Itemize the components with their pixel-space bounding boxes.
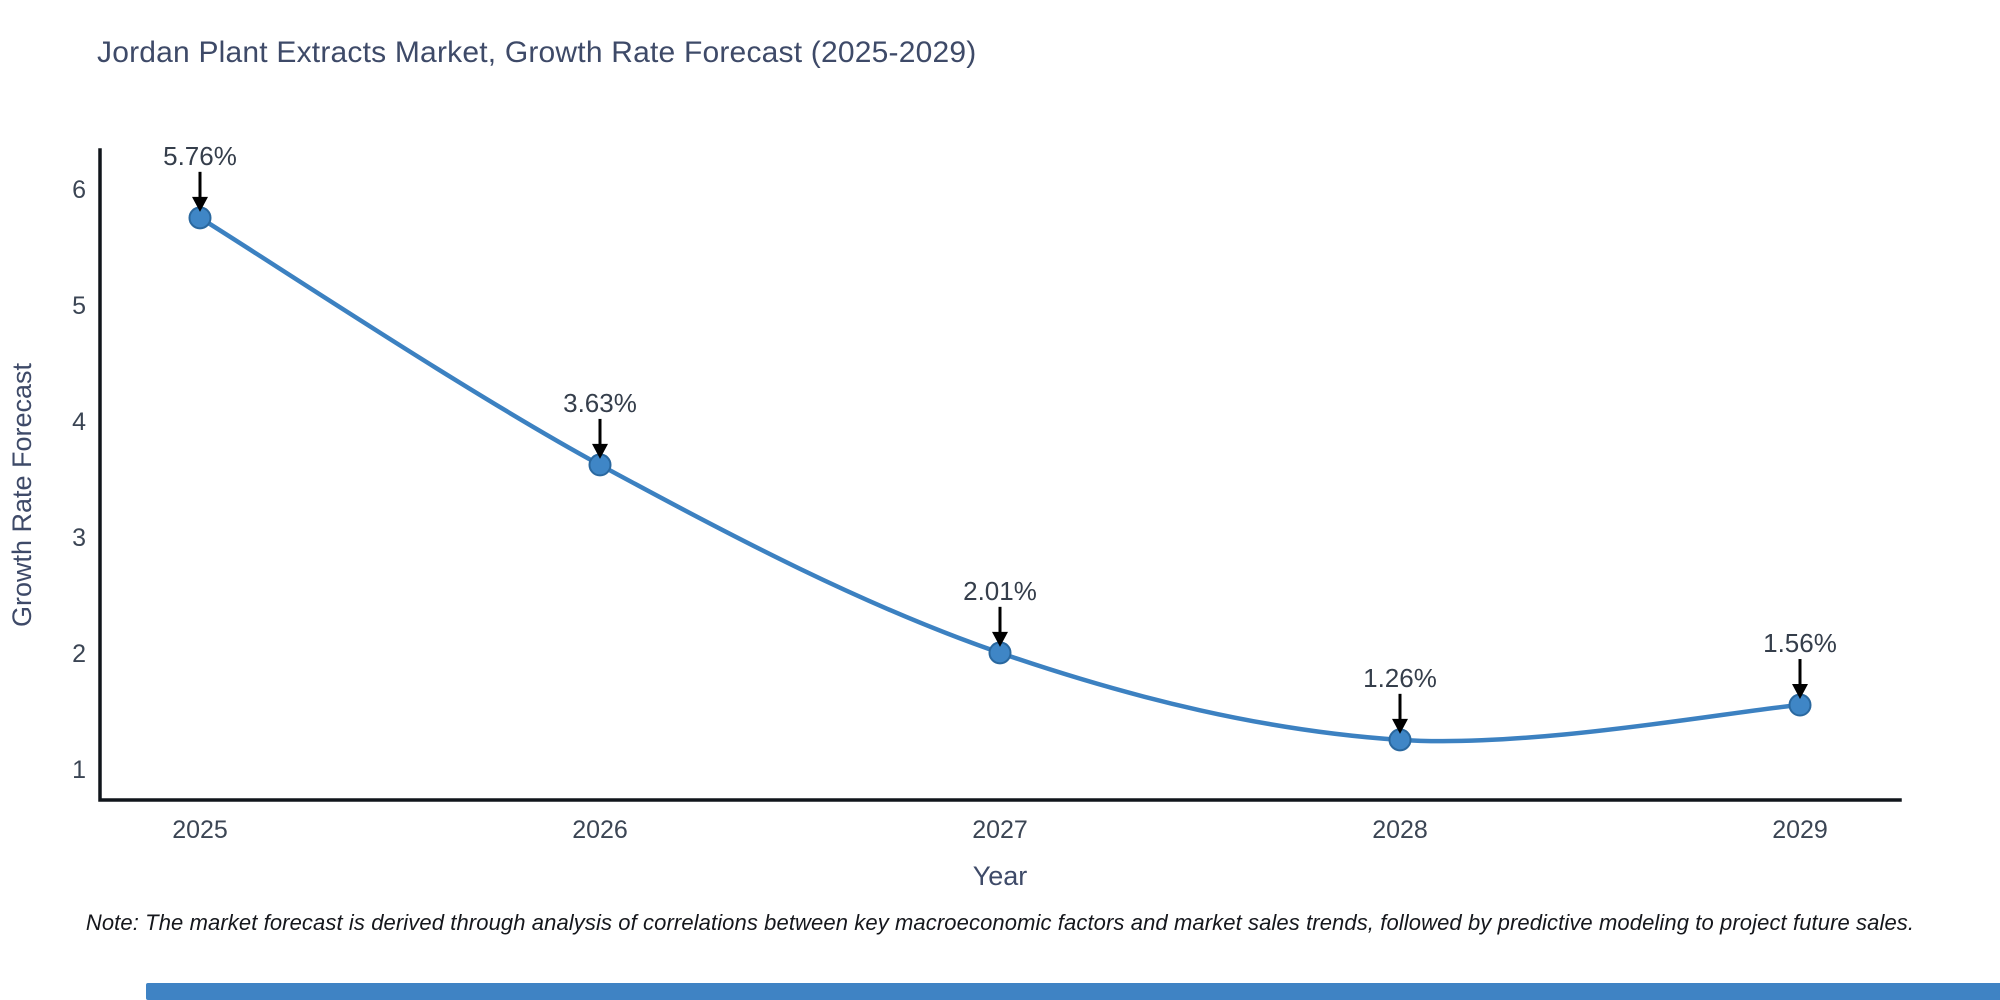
annotation-arrow-head	[1792, 684, 1808, 700]
y-axis-title: Growth Rate Forecast	[7, 362, 37, 627]
annotation-label: 2.01%	[963, 576, 1037, 606]
annotation-label: 1.56%	[1763, 628, 1837, 658]
footnote: Note: The market forecast is derived thr…	[85, 910, 1915, 935]
annotation-label: 3.63%	[563, 388, 637, 418]
annotation-label: 5.76%	[163, 141, 237, 171]
x-tick-label: 2027	[972, 816, 1028, 844]
y-tick-label: 6	[72, 176, 86, 204]
x-tick-label: 2029	[1772, 816, 1828, 844]
axes	[98, 148, 1902, 802]
x-tick-label: 2028	[1372, 816, 1428, 844]
annotation-label: 1.26%	[1363, 663, 1437, 693]
x-tick-label: 2026	[572, 816, 628, 844]
x-tick-label: 2025	[172, 816, 228, 844]
annotation-arrow-head	[1392, 718, 1408, 734]
bottom-scrollbar-thumb[interactable]	[146, 983, 2000, 1000]
y-tick-label: 4	[72, 408, 86, 436]
y-tick-label: 1	[72, 756, 86, 784]
y-tick-label: 3	[72, 524, 86, 552]
y-tick-label: 2	[72, 640, 86, 668]
annotation-arrow-head	[592, 443, 608, 459]
x-axis-title: Year	[973, 861, 1028, 891]
annotation-arrow-head	[192, 196, 208, 212]
annotation-arrow-head	[992, 631, 1008, 647]
y-tick-label: 5	[72, 292, 86, 320]
chart-title: Jordan Plant Extracts Market, Growth Rat…	[97, 36, 977, 69]
